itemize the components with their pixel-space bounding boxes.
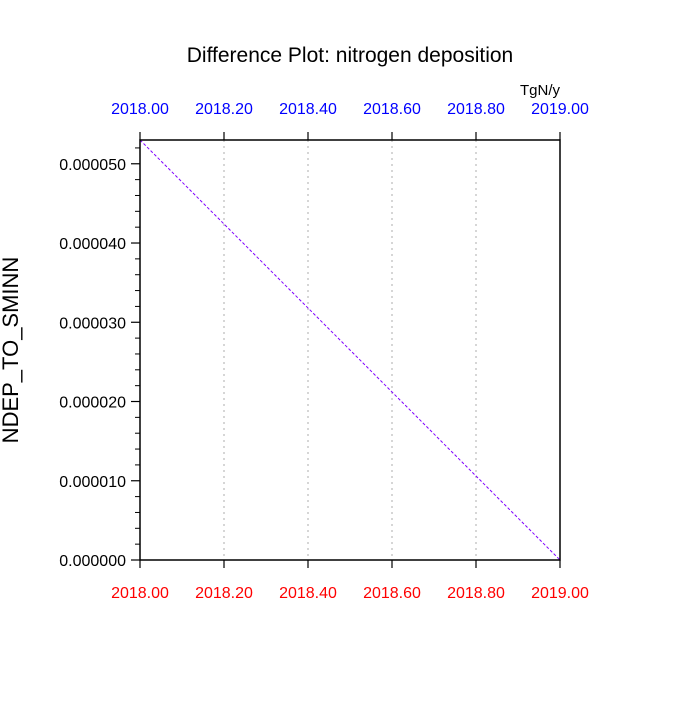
x-tick-label-bottom: 2018.60 xyxy=(363,585,421,602)
y-tick-label: 0.000050 xyxy=(59,157,126,174)
chart-title: Difference Plot: nitrogen deposition xyxy=(187,44,513,67)
y-tick-label: 0.000000 xyxy=(59,553,126,570)
x-tick-label-bottom: 2018.80 xyxy=(447,585,505,602)
y-tick-label: 0.000040 xyxy=(59,236,126,253)
y-tick-label: 0.000010 xyxy=(59,474,126,491)
plot-frame xyxy=(139,139,561,561)
tick-marks xyxy=(131,132,561,568)
y-axis-label: NDEP_TO_SMINN xyxy=(0,257,23,444)
x-tick-label-top: 2018.20 xyxy=(195,101,253,118)
x-tick-label-top: 2018.40 xyxy=(279,101,337,118)
grid-lines xyxy=(223,140,477,560)
x-tick-label-top: 2018.60 xyxy=(363,101,421,118)
units-label: TgN/y xyxy=(520,82,561,99)
y-tick-label: 0.000030 xyxy=(59,315,126,332)
x-tick-label-top: 2018.00 xyxy=(111,101,169,118)
x-tick-label-bottom: 2018.40 xyxy=(279,585,337,602)
tick-labels: 2018.00 2018.20 2018.40 2018.60 2018.80 2019.… xyxy=(59,101,589,602)
series-line xyxy=(139,139,561,561)
x-tick-label-bottom: 2018.00 xyxy=(111,585,169,602)
y-tick-label: 0.000020 xyxy=(59,395,126,412)
x-tick-label-top: 2019.00 xyxy=(531,101,589,118)
x-tick-label-bottom: 2018.20 xyxy=(195,585,253,602)
series-lines xyxy=(139,139,561,561)
x-tick-label-bottom: 2019.00 xyxy=(531,585,589,602)
x-tick-label-top: 2018.80 xyxy=(447,101,505,118)
axes xyxy=(139,139,561,561)
